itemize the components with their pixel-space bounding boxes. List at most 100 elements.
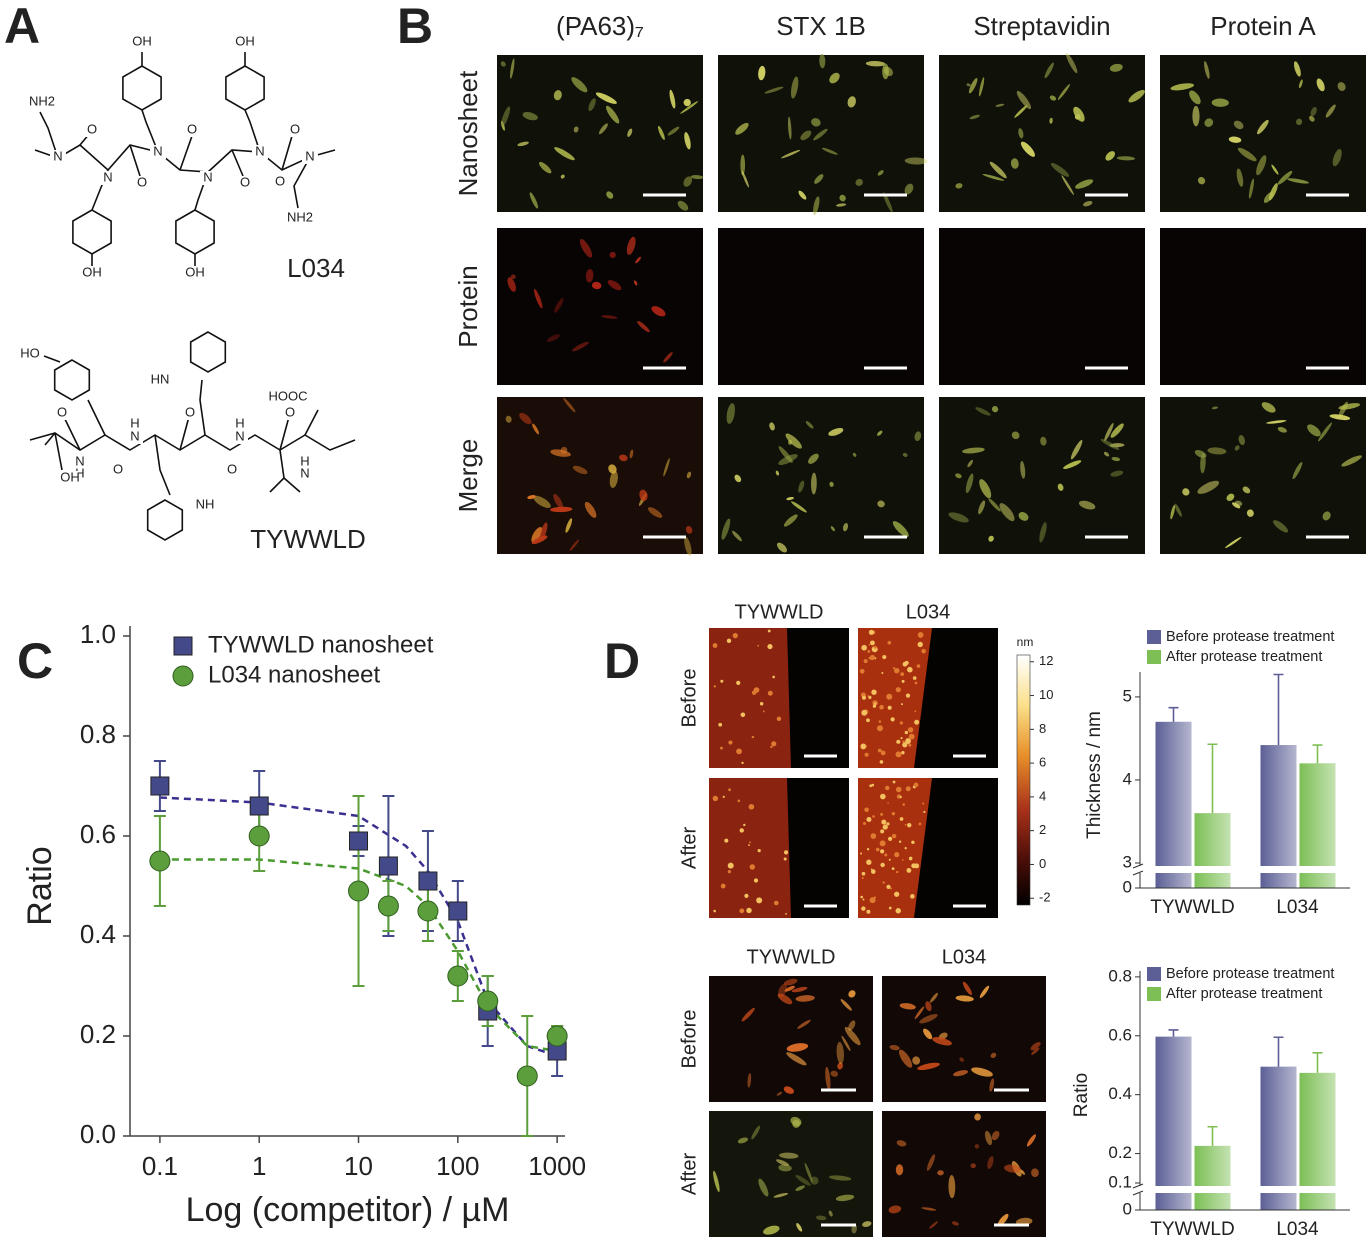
afm-feature [753, 878, 759, 883]
micrograph [497, 397, 703, 554]
micrograph-feature [808, 453, 819, 464]
panel-label: A [4, 0, 40, 54]
afm-feature [885, 785, 890, 791]
micrograph-feature [1011, 431, 1020, 440]
micrograph-feature [1109, 443, 1125, 448]
afm-feature [861, 644, 867, 651]
legend-label: After protease treatment [1166, 649, 1322, 665]
y-tick-label: 1.0 [80, 619, 116, 649]
afm-feature [861, 709, 868, 716]
micrograph-feature [819, 54, 826, 69]
legend-marker [172, 665, 194, 687]
micrograph-feature [791, 501, 807, 513]
afm-feature [882, 654, 887, 660]
micrograph-feature [684, 536, 692, 556]
afm-feature [899, 721, 903, 725]
micrograph-feature [1057, 483, 1064, 491]
micrograph-feature [1204, 118, 1214, 127]
afm-feature [904, 730, 909, 735]
error-bar [1207, 743, 1218, 814]
micrograph-feature [877, 430, 883, 436]
micrograph-feature [657, 125, 665, 141]
micrograph-feature [1110, 470, 1124, 477]
micrograph-feature [1031, 1047, 1040, 1055]
afm-feature [901, 859, 904, 861]
afm-feature [749, 864, 755, 870]
micrograph-feature [1197, 480, 1220, 494]
micrograph-feature [828, 1210, 833, 1217]
y-tick-label: 3 [1123, 852, 1132, 871]
afm-feature [896, 739, 901, 744]
afm-feature [860, 743, 867, 750]
micrograph [718, 228, 924, 385]
micrograph-feature [798, 480, 805, 493]
micrograph-feature [830, 1070, 839, 1077]
row-label: Nanosheet [453, 70, 483, 197]
column-header: L034 [906, 601, 951, 623]
y-tick-label: 4 [1123, 769, 1132, 788]
afm-feature [879, 704, 884, 710]
micrograph-feature [637, 320, 650, 333]
atom-knockout [72, 455, 88, 469]
marker [249, 796, 269, 816]
afm-sheet [858, 628, 932, 768]
micrograph-feature [855, 178, 863, 186]
micrograph-feature [553, 90, 562, 101]
micrograph-feature [830, 526, 835, 532]
micrograph-feature [829, 481, 834, 487]
micrograph-feature [962, 447, 985, 454]
micrograph-feature [1065, 53, 1078, 74]
micrograph-feature [959, 1057, 965, 1062]
micrograph-feature [1170, 505, 1175, 520]
micrograph-feature [979, 985, 990, 998]
afm-feature [869, 784, 873, 788]
afm-feature [899, 817, 904, 821]
bond [199, 379, 206, 436]
afm-feature [720, 679, 724, 683]
atom-knockout [287, 123, 303, 137]
y-axis-title: Ratio [1071, 1073, 1092, 1117]
afm-feature [898, 840, 902, 843]
micrograph-feature [841, 1035, 851, 1051]
micrograph-feature [1277, 426, 1287, 433]
panel-label: B [397, 0, 433, 54]
micrograph-feature [1018, 128, 1024, 139]
afm-feature [890, 717, 895, 722]
micrograph-feature [896, 1140, 907, 1147]
atom-label: O [290, 121, 300, 136]
afm-feature [900, 736, 903, 740]
micrograph-feature [1070, 439, 1083, 460]
atom-label: HO [20, 345, 40, 360]
afm-feature [859, 668, 865, 674]
bond [141, 109, 159, 153]
micrograph-feature [776, 1159, 790, 1166]
afm-feature [759, 702, 764, 706]
afm-feature [908, 733, 915, 740]
micrograph-feature [962, 981, 972, 996]
micrograph-feature [677, 200, 689, 211]
bar-sheen [1260, 745, 1297, 888]
afm-feature [881, 819, 887, 825]
micrograph-feature [633, 280, 638, 286]
micrograph-feature [999, 503, 1015, 522]
afm-feature [866, 859, 872, 865]
bond [39, 111, 59, 159]
legend-swatch [1147, 630, 1161, 644]
marker [516, 1065, 538, 1087]
micrograph-feature [1004, 1164, 1021, 1173]
afm-feature [866, 909, 871, 914]
afm-feature [904, 660, 909, 666]
afm-feature [863, 659, 868, 664]
y-tick-label: 0.2 [80, 1019, 116, 1049]
micrograph-feature [800, 130, 812, 141]
afm-feature [726, 638, 732, 643]
afm-feature [864, 807, 869, 813]
micrograph-feature [751, 1125, 761, 1140]
micrograph-feature [951, 1221, 959, 1226]
x-tick-label: L034 [1276, 1219, 1319, 1240]
column-header: STX 1B [776, 11, 866, 41]
micrograph-feature [609, 470, 618, 488]
afm-feature [718, 722, 723, 727]
micrograph-feature [1242, 486, 1251, 494]
micrograph-feature [926, 1154, 936, 1171]
